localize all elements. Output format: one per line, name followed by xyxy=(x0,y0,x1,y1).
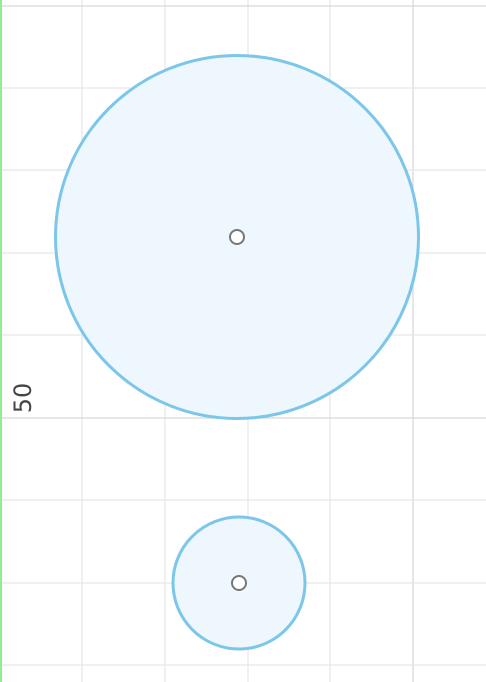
large-circle-center-handle[interactable] xyxy=(229,229,245,245)
axis-tick-label: 50 xyxy=(9,383,37,414)
small-circle-center-handle[interactable] xyxy=(231,575,247,591)
